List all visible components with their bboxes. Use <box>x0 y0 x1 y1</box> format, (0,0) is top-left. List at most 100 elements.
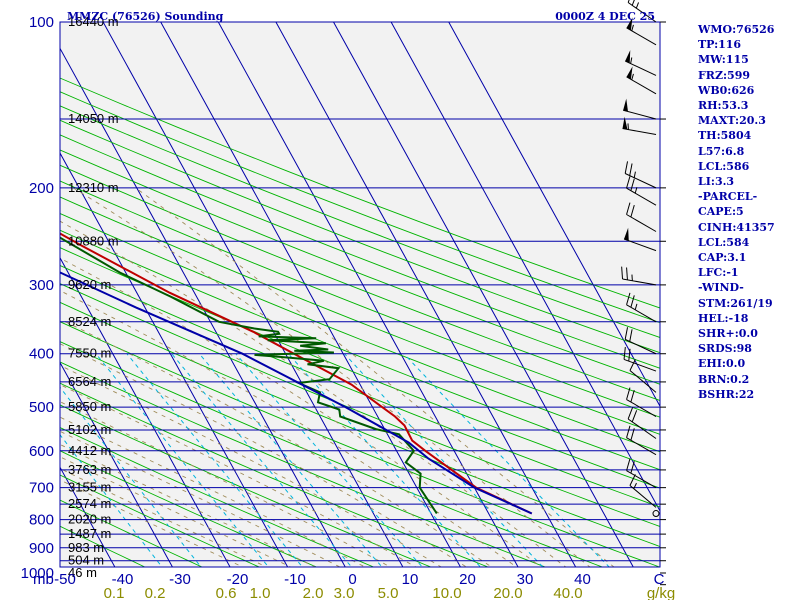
isotherm-line <box>60 466 116 567</box>
wind-barb <box>629 474 657 508</box>
dry-adiabat-line <box>60 474 261 567</box>
mixing-ratio-tick-label: 0.2 <box>145 585 166 600</box>
moist-adiabat-line <box>60 430 341 567</box>
barb-flag <box>630 461 635 474</box>
index-item: EHI:0.0 <box>698 357 746 371</box>
barb-flag <box>626 202 631 215</box>
frame <box>59 21 666 586</box>
isotherm-line <box>160 22 462 567</box>
parcel-trace <box>60 271 533 515</box>
index-item: LI:3.3 <box>698 175 735 189</box>
isotherm-line <box>60 47 346 567</box>
index-item: -WIND- <box>698 281 744 295</box>
barb-flag <box>626 292 631 305</box>
mixing-ratio-tick-label: 0.6 <box>216 585 237 600</box>
height-label: 46 m <box>68 565 97 580</box>
barb-shaft <box>627 2 657 23</box>
height-label: 6564 m <box>68 374 111 389</box>
indices-panel: WMO:76526 TP:116 MW:115 FRZ:599 WB0:626 RH:53… <box>698 22 775 402</box>
barb-half-flag <box>634 303 638 310</box>
temperature-tick-label: 10 <box>402 571 419 588</box>
barb-shaft <box>623 238 657 252</box>
temperature-tick-label: -50 <box>54 571 76 588</box>
height-label: 5102 m <box>68 422 111 437</box>
barb-flag <box>626 176 631 189</box>
dry-adiabat-line <box>60 149 660 385</box>
index-item: SHR+:0.0 <box>698 327 758 341</box>
dry-adiabat-line <box>60 119 660 354</box>
wind-barb <box>626 458 657 489</box>
index-item: HEL:-18 <box>698 311 749 325</box>
temperature-tick-label: -10 <box>284 571 306 588</box>
dry-adiabat-line <box>60 499 204 567</box>
barb-half-flag <box>634 187 638 194</box>
dry-adiabat-line <box>60 134 660 369</box>
barb-shaft <box>622 278 657 286</box>
mixing-ratio-tick-label: 40.0 <box>553 585 582 600</box>
pressure-label: 300 <box>29 277 54 294</box>
moist-adiabat-line <box>60 443 317 567</box>
mixing-ratio-tick-label: 3.0 <box>334 585 355 600</box>
index-item: TP:116 <box>698 38 742 52</box>
pressure-label: 1000 <box>21 565 54 582</box>
mixing-ratio-tick-label: 5.0 <box>378 585 399 600</box>
dry-adiabat-line <box>60 164 660 401</box>
index-item: -PARCEL- <box>698 190 758 204</box>
index-item: TH:5804 <box>698 129 752 143</box>
index-item: RH:53.3 <box>698 99 749 113</box>
wind-barb <box>624 50 657 76</box>
barb-flag <box>626 267 628 280</box>
dry-adiabat-line <box>60 77 660 309</box>
temperature-tick-label: -20 <box>227 571 249 588</box>
barb-flag <box>628 348 631 362</box>
dry-adiabat-line <box>60 91 660 324</box>
mixing-ratio-line <box>126 353 304 567</box>
barb-flag <box>631 0 635 6</box>
pressure-label: 800 <box>29 512 54 529</box>
barb-flag <box>624 161 629 174</box>
index-item: CAPE:5 <box>698 205 744 219</box>
height-label: 3155 m <box>68 480 111 495</box>
barb-shaft <box>623 358 657 372</box>
index-item: LCL:584 <box>698 235 750 249</box>
barb-flag <box>627 0 630 3</box>
barb-half-flag <box>631 24 634 31</box>
index-item: CAP:3.1 <box>698 251 747 265</box>
wind-barb <box>627 407 657 439</box>
isotherm-line <box>332 22 634 567</box>
wind-barb <box>626 66 657 95</box>
mixing-ratio-tick-label: 20.0 <box>493 585 522 600</box>
wind-barb <box>629 359 657 393</box>
barb-pennant <box>624 227 629 241</box>
height-label: 3763 m <box>68 462 111 477</box>
barb-shaft <box>624 338 657 355</box>
dry-adiabat-line <box>60 301 660 548</box>
isotherm-line <box>217 22 519 567</box>
index-item: BSHR:22 <box>698 387 755 401</box>
barb-half-flag <box>633 171 636 178</box>
barb-half-flag <box>630 57 633 64</box>
sounding-time: 0000Z 4 DEC 25 <box>555 10 655 23</box>
barb-shaft <box>627 418 657 439</box>
height-label: 5850 m <box>68 399 111 414</box>
mixing-ratio-tick-label: 2.0 <box>303 585 324 600</box>
height-label: 1487 m <box>68 526 111 541</box>
height-label: 7550 m <box>68 346 111 361</box>
height-label: 983 m <box>68 540 104 555</box>
barb-shaft <box>624 173 657 189</box>
index-item: FRZ:599 <box>698 68 751 82</box>
barb-flag <box>629 474 636 486</box>
barb-flag <box>629 359 636 371</box>
moist-adiabat-line <box>60 318 493 567</box>
height-label: 2020 m <box>68 512 111 527</box>
barb-shaft <box>626 470 657 489</box>
background-lines <box>60 22 660 567</box>
barb-flag <box>630 389 635 403</box>
barb-flag <box>630 204 635 218</box>
index-item: LCL:586 <box>698 159 750 173</box>
dry-adiabat-line <box>60 404 432 567</box>
barb-shaft <box>626 437 657 456</box>
barb-flag <box>626 458 631 471</box>
